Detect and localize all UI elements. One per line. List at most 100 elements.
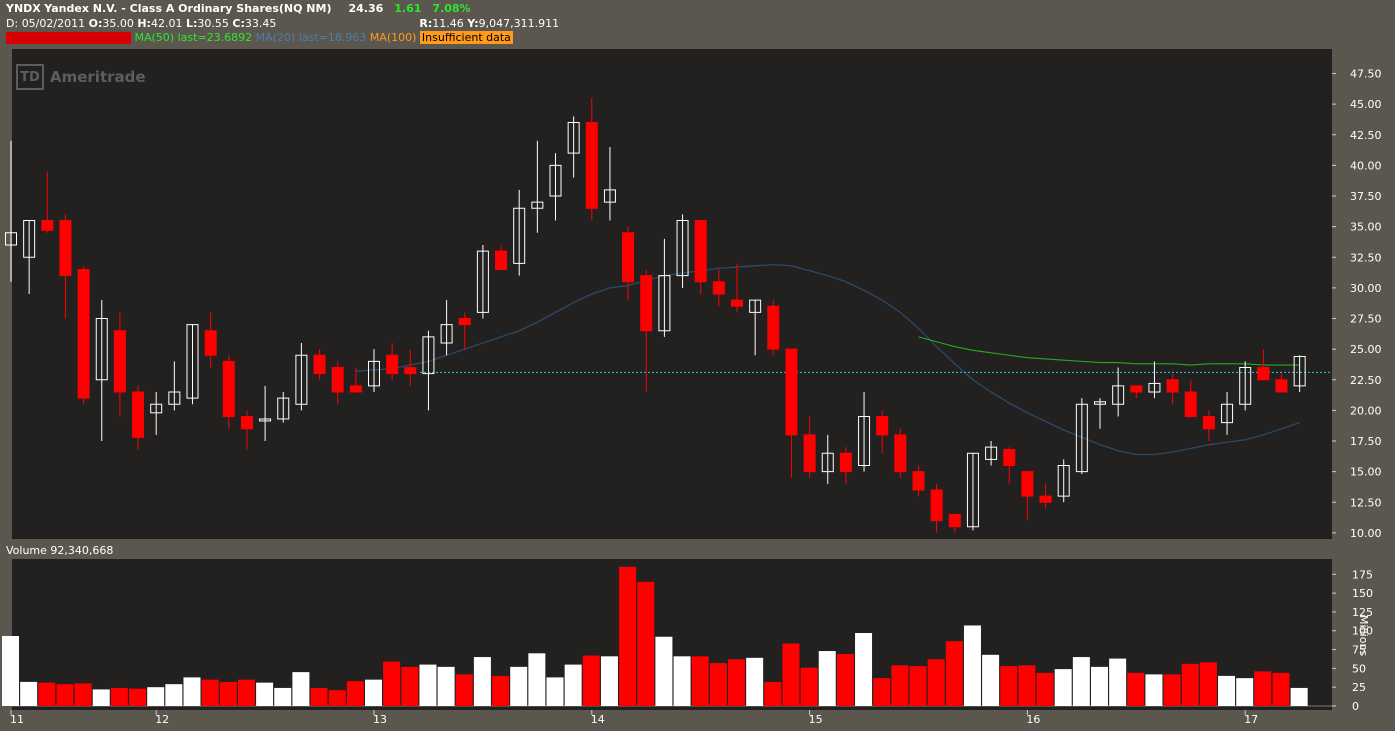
high-label: H: xyxy=(137,17,151,30)
price-tick-label: 27.50 xyxy=(1350,313,1382,326)
range-label: R: xyxy=(419,17,433,30)
candle-down xyxy=(313,354,326,375)
volume-tick-label: 125 xyxy=(1352,606,1373,619)
company-name: Yandex N.V. - Class A Ordinary Shares(NQ… xyxy=(44,2,332,15)
candle-down xyxy=(386,354,399,375)
candle-up xyxy=(422,336,435,375)
candle-up xyxy=(1148,382,1161,393)
low-label: L: xyxy=(185,17,198,30)
candle-down xyxy=(404,367,417,375)
volume-bar-up xyxy=(1091,666,1108,706)
candle-down xyxy=(240,416,253,430)
candle-up xyxy=(549,164,562,197)
price-tick-label: 15.00 xyxy=(1350,466,1382,479)
x-tick-label: 11 xyxy=(10,713,24,726)
volume-bar-down xyxy=(891,665,909,706)
candle-up xyxy=(259,418,272,422)
volume-tick-label: 0 xyxy=(1352,700,1359,713)
price-panel[interactable] xyxy=(12,49,1332,539)
candle-down xyxy=(1202,416,1215,430)
candle-up xyxy=(23,220,36,258)
volume-bar-up xyxy=(510,666,528,706)
candle-up xyxy=(1239,367,1252,405)
volume-bar-down xyxy=(74,683,92,706)
volume-bar-up xyxy=(655,636,673,706)
volume-tick-label: 150 xyxy=(1352,587,1373,600)
volume-bar-up xyxy=(1145,674,1163,706)
ma20-label[interactable]: MA(20) xyxy=(255,31,296,44)
candle-down xyxy=(222,360,235,417)
volume-bar-down xyxy=(328,690,346,706)
volume-bar-down xyxy=(1018,665,1036,706)
study-hidden-block[interactable] xyxy=(6,32,131,44)
ma100-label[interactable]: MA(100) xyxy=(369,31,417,44)
volume-bar-down xyxy=(637,581,655,706)
candle-up xyxy=(531,201,544,209)
volume-bar-down xyxy=(873,678,891,706)
date-label: D: xyxy=(6,17,19,30)
candle-up xyxy=(150,403,163,414)
volume-bar-up xyxy=(1218,675,1236,706)
vol-label: Y: xyxy=(467,17,479,30)
ma50-line xyxy=(918,336,1300,366)
candle-up xyxy=(368,360,380,387)
volume-bar-up xyxy=(165,684,183,706)
candle-down xyxy=(640,275,653,332)
volume-bar-down xyxy=(728,659,745,706)
candle-down xyxy=(694,220,707,283)
net-change: 1.61 xyxy=(394,2,422,15)
candle-up xyxy=(440,324,453,344)
candle-down xyxy=(876,416,889,436)
candle-down xyxy=(1166,379,1179,393)
candle-down xyxy=(803,434,816,473)
volume-bar-down xyxy=(691,656,709,706)
candle-down xyxy=(912,471,925,491)
ma20-line xyxy=(355,263,1300,456)
volume-bar-down xyxy=(619,566,637,706)
volume-bar-up xyxy=(1109,658,1127,706)
price-tick-label: 30.00 xyxy=(1350,282,1382,295)
date-value: 05/02/2011 xyxy=(21,17,86,30)
volume-tick-label: 25 xyxy=(1352,681,1366,694)
volume-bar-down xyxy=(709,663,727,706)
vol-value: 9,047,311.911 xyxy=(478,17,560,30)
volume-bar-up xyxy=(365,679,382,706)
candle-down xyxy=(495,250,508,270)
volume-bar-down xyxy=(1000,666,1018,706)
volume-tick-label: 50 xyxy=(1352,662,1366,675)
volume-tick-label: 175 xyxy=(1352,568,1373,581)
candle-up xyxy=(277,397,290,420)
price-tick-label: 42.50 xyxy=(1350,129,1382,142)
volume-bar-down xyxy=(1272,672,1290,706)
volume-bar-down xyxy=(401,666,419,706)
price-tick-label: 37.50 xyxy=(1350,190,1382,203)
candle-up xyxy=(676,220,689,277)
ohlc-readout: D: 05/02/2011 O:35.00 H:42.01 L:30.55 C:… xyxy=(6,17,559,31)
price-tick-label: 20.00 xyxy=(1350,404,1382,417)
candle-down xyxy=(59,220,72,277)
volume-bar-down xyxy=(492,675,510,706)
candle-down xyxy=(1021,471,1034,497)
price-tick-label: 47.50 xyxy=(1350,68,1382,81)
ma50-last: last=23.6892 xyxy=(177,31,253,44)
volume-bar-down xyxy=(1199,662,1217,706)
volume-bar-down xyxy=(909,666,927,706)
candle-up xyxy=(295,354,308,405)
td-logo-mark: TD xyxy=(16,64,44,90)
ma20-last: last=18.963 xyxy=(298,31,367,44)
volume-tick-label: 100 xyxy=(1352,625,1373,638)
pct-change: 7.08% xyxy=(432,2,471,15)
td-logo-text: Ameritrade xyxy=(50,68,146,86)
close-label: C: xyxy=(232,17,245,30)
candle-up xyxy=(749,299,762,313)
candle-down xyxy=(349,385,362,393)
volume-bar-up xyxy=(92,689,110,706)
volume-bar-down xyxy=(346,681,364,706)
volume-bar-up xyxy=(818,651,836,706)
volume-bar-down xyxy=(110,687,128,706)
ma50-label[interactable]: MA(50) xyxy=(134,31,175,44)
candle-down xyxy=(948,514,961,528)
candle-up xyxy=(658,275,671,332)
volume-bar-down xyxy=(1036,672,1054,706)
candle-up xyxy=(513,207,526,264)
